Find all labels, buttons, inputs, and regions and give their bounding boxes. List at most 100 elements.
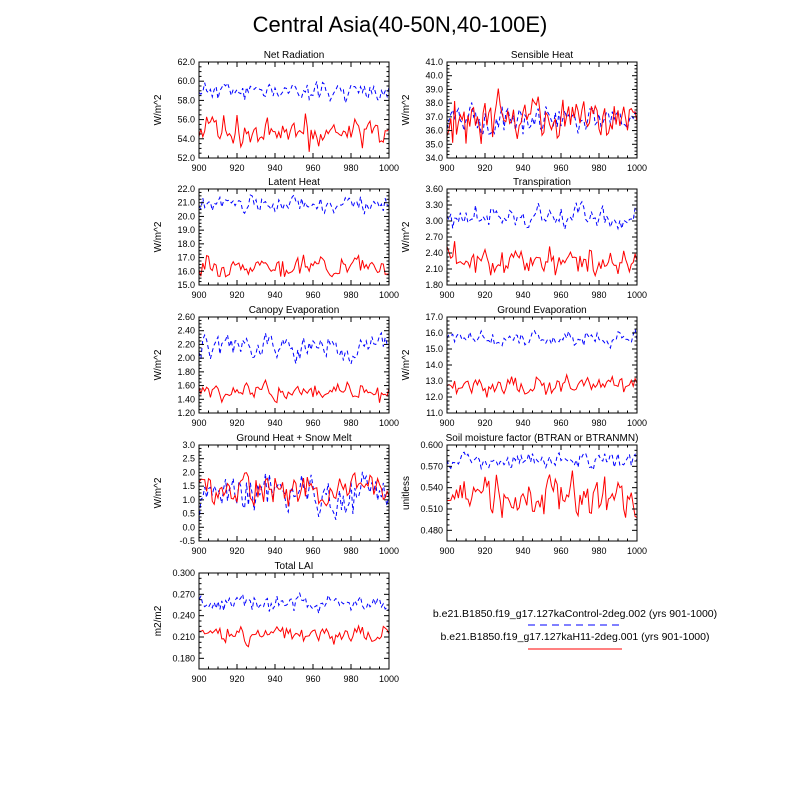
series-line-control [199,81,389,104]
x-tick-label: 920 [477,290,492,300]
y-tick-label: 15.0 [177,280,195,290]
legend: b.e21.B1850.f19_g17.127kaControl-2deg.00… [433,608,717,650]
series-line-control [199,591,389,614]
x-tick-label: 900 [439,163,454,173]
x-tick-label: 1000 [379,546,399,556]
panel-title: Soil moisture factor (BTRAN or BTRANMN) [446,433,639,444]
y-tick-label: 3.30 [425,200,443,210]
panel-title: Net Radiation [264,50,325,61]
x-tick-label: 940 [515,546,530,556]
x-tick-label: 920 [229,674,244,684]
series-line-experiment [447,88,637,144]
panel-1: 900 920 940 960 980 1000 34.0 35.0 36.0 37.0 38.0 3… [401,50,647,173]
y-tick-label: 0.240 [172,611,195,621]
legend-label-control: b.e21.B1850.f19_g17.127kaControl-2deg.00… [433,608,717,620]
y-tick-label: 62.0 [177,57,195,67]
y-tick-label: 21.0 [177,198,195,208]
x-tick-label: 900 [439,546,454,556]
series-line-experiment [199,378,389,404]
y-tick-label: 41.0 [425,57,443,67]
panel-title: Ground Evaporation [497,305,587,316]
y-tick-label: 1.80 [177,367,195,377]
series-line-experiment [199,624,389,648]
figure-title: Central Asia(40-50N,40-100E) [253,12,548,37]
x-tick-label: 940 [267,290,282,300]
y-tick-label: 0.0 [182,522,195,532]
y-axis-label: W/m^2 [401,349,412,380]
x-tick-label: 960 [553,290,568,300]
y-tick-label: 0.5 [182,509,195,519]
y-tick-label: 18.0 [177,239,195,249]
panel-3: 900 920 940 960 980 1000 1.80 2.10 2.40 2.70 3.00 3… [401,177,647,300]
x-tick-label: 900 [439,418,454,428]
x-tick-label: 920 [229,290,244,300]
x-tick-label: 940 [267,674,282,684]
y-tick-label: 0.600 [420,440,443,450]
y-axis-label: unitless [401,476,412,510]
y-axis-label: W/m^2 [153,477,164,508]
y-tick-label: 56.0 [177,115,195,125]
y-tick-label: 2.10 [425,264,443,274]
y-tick-label: 2.70 [425,232,443,242]
series-line-control [447,200,637,231]
series-line-experiment [447,372,637,398]
y-tick-label: 15.0 [425,344,443,354]
y-axis-label: W/m^2 [153,221,164,252]
x-tick-label: 940 [267,418,282,428]
x-tick-label: 900 [191,674,206,684]
series-line-experiment [199,471,389,507]
y-tick-label: 2.40 [425,248,443,258]
y-tick-label: 1.20 [177,408,195,418]
x-tick-label: 920 [477,546,492,556]
panels-group: 900 920 940 960 980 1000 52.0 54.0 56.0 58.0 60.0 6… [153,50,647,684]
x-tick-label: 900 [191,163,206,173]
panel-title: Latent Heat [268,177,320,188]
panel-frame [198,188,390,286]
y-axis-label: m2/m2 [153,605,164,636]
x-tick-label: 980 [591,163,606,173]
panel-frame [198,444,390,542]
x-tick-label: 980 [343,546,358,556]
y-tick-label: 2.00 [177,353,195,363]
x-tick-label: 940 [267,163,282,173]
panel-title: Sensible Heat [511,50,573,61]
y-tick-label: 39.0 [425,84,443,94]
panel-title: Transpiration [513,177,571,188]
y-tick-label: 0.300 [172,568,195,578]
y-tick-label: 0.210 [172,632,195,642]
series-line-control [447,328,637,350]
series-line-experiment [447,241,637,278]
y-tick-label: 13.0 [425,376,443,386]
y-tick-label: 2.60 [177,312,195,322]
series-line-experiment [447,470,637,519]
x-tick-label: 1000 [627,546,647,556]
panel-title: Ground Heat + Snow Melt [236,433,352,444]
x-tick-label: 900 [191,418,206,428]
x-tick-label: 960 [305,290,320,300]
y-tick-label: 54.0 [177,134,195,144]
y-tick-label: 16.0 [177,266,195,276]
x-tick-label: 900 [191,546,206,556]
y-tick-label: 16.0 [425,328,443,338]
x-tick-label: 940 [515,290,530,300]
x-tick-label: 920 [477,163,492,173]
x-tick-label: 960 [305,674,320,684]
y-tick-label: 1.80 [425,280,443,290]
y-tick-label: 1.60 [177,381,195,391]
series-line-control [447,451,637,472]
y-axis-label: W/m^2 [401,221,412,252]
x-tick-label: 900 [439,290,454,300]
legend-label-experiment: b.e21.B1850.f19_g17.127kaH11-2deg.001 (y… [441,631,710,643]
y-tick-label: 1.5 [182,481,195,491]
x-tick-label: 980 [343,290,358,300]
x-tick-label: 960 [305,418,320,428]
y-axis-label: W/m^2 [401,94,412,125]
x-tick-label: 940 [267,546,282,556]
x-tick-label: 1000 [379,418,399,428]
y-tick-label: 1.0 [182,495,195,505]
y-axis-label: W/m^2 [153,94,164,125]
panel-frame [446,316,638,414]
y-tick-label: 0.570 [420,461,443,471]
x-tick-label: 940 [515,418,530,428]
x-tick-label: 980 [343,418,358,428]
